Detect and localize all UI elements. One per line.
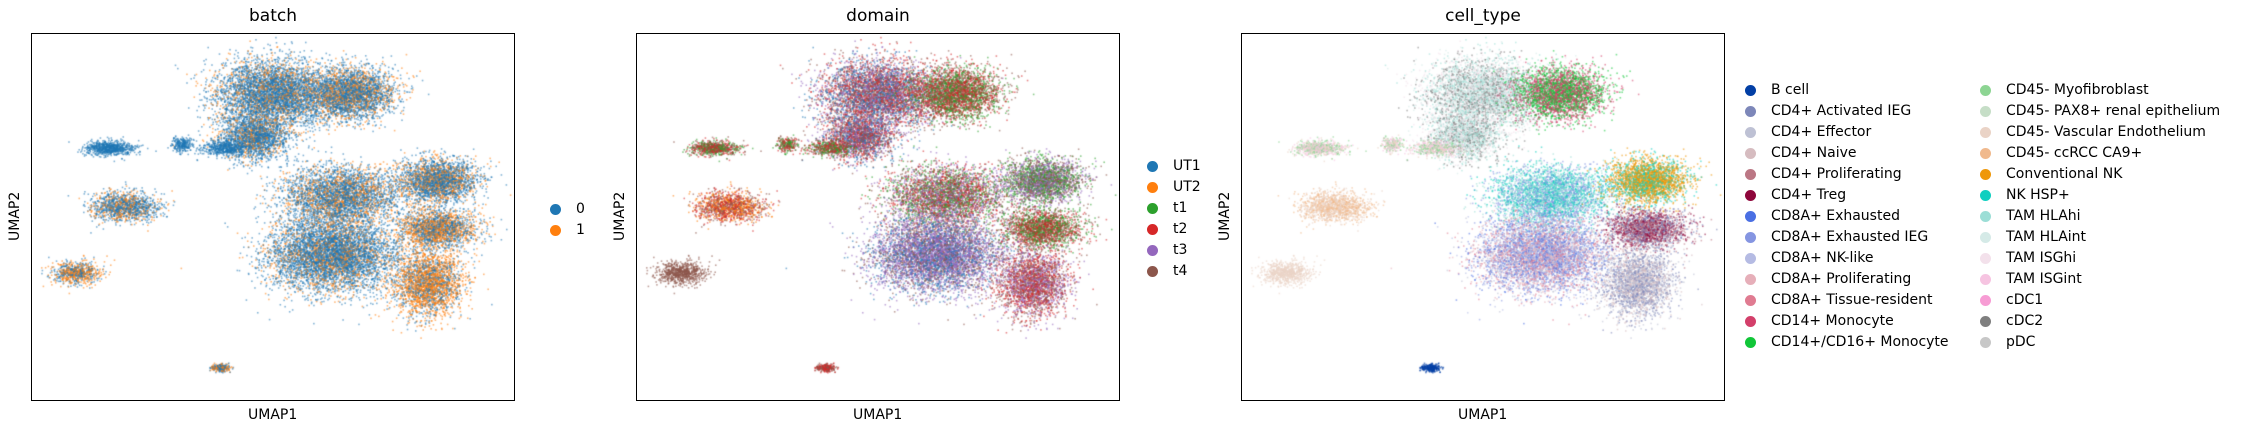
legend-label: TAM HLAhi — [2006, 208, 2081, 224]
scatter-points — [1242, 34, 1724, 400]
legend-label: pDC — [2006, 334, 2036, 350]
x-axis-label: UMAP1 — [853, 407, 903, 423]
legend-marker — [1147, 245, 1158, 256]
panel-title: domain — [846, 6, 910, 26]
legend-label: UT1 — [1173, 158, 1201, 174]
legend-label: t2 — [1173, 221, 1188, 237]
legend-label: t3 — [1173, 242, 1188, 258]
panel-title: cell_type — [1445, 6, 1521, 26]
legend-marker — [1745, 232, 1756, 243]
legend-marker — [1745, 295, 1756, 306]
y-axis-label: UMAP2 — [1217, 191, 1233, 241]
legend-label: TAM HLAint — [2006, 229, 2087, 245]
plot-frame — [31, 33, 515, 401]
legend-marker — [1745, 85, 1756, 96]
legend-label: UT2 — [1173, 179, 1201, 195]
legend-marker — [1745, 316, 1756, 327]
legend-label: CD14+ Monocyte — [1771, 313, 1894, 329]
legend-label: CD8A+ NK-like — [1771, 250, 1874, 266]
legend-marker — [1745, 253, 1756, 264]
legend-label: CD4+ Proliferating — [1771, 166, 1902, 182]
legend-label: CD4+ Treg — [1771, 187, 1847, 203]
legend-marker — [1745, 106, 1756, 117]
legend-marker — [1980, 316, 1991, 327]
legend-marker — [1147, 224, 1158, 235]
legend-marker — [1745, 337, 1756, 348]
legend-label: cDC1 — [2006, 292, 2044, 308]
legend-label: TAM ISGint — [2006, 271, 2082, 287]
legend-marker — [1745, 211, 1756, 222]
scatter-points — [637, 34, 1119, 400]
legend-label: t1 — [1173, 200, 1188, 216]
legend-label: CD4+ Activated IEG — [1771, 103, 1912, 119]
legend-label: B cell — [1771, 82, 1810, 98]
panel-title: batch — [249, 6, 297, 26]
legend-label: NK HSP+ — [2006, 187, 2070, 203]
legend-label: CD45- Myofibroblast — [2006, 82, 2149, 98]
legend-label: CD8A+ Exhausted — [1771, 208, 1900, 224]
plot-frame — [1241, 33, 1725, 401]
legend-marker — [1980, 190, 1991, 201]
legend-label: 1 — [576, 222, 585, 238]
legend-marker — [1980, 211, 1991, 222]
legend-marker — [1980, 169, 1991, 180]
legend-marker — [1980, 148, 1991, 159]
legend-label: CD45- Vascular Endothelium — [2006, 124, 2206, 140]
y-axis-label: UMAP2 — [612, 191, 628, 241]
legend-marker — [1745, 274, 1756, 285]
legend-marker — [1980, 106, 1991, 117]
legend-marker — [1980, 127, 1991, 138]
legend-marker — [1745, 169, 1756, 180]
legend-marker — [1980, 232, 1991, 243]
legend-label: CD14+/CD16+ Monocyte — [1771, 334, 1949, 350]
legend-label: TAM ISGhi — [2006, 250, 2077, 266]
legend-marker — [1147, 203, 1158, 214]
legend-marker — [1980, 337, 1991, 348]
legend-marker — [550, 225, 561, 236]
legend-label: cDC2 — [2006, 313, 2044, 329]
legend-marker — [1745, 127, 1756, 138]
legend-label: CD45- PAX8+ renal epithelium — [2006, 103, 2221, 119]
legend-label: CD8A+ Exhausted IEG — [1771, 229, 1929, 245]
legend-marker — [1980, 253, 1991, 264]
legend-marker — [1147, 182, 1158, 193]
legend-marker — [1147, 161, 1158, 172]
x-axis-label: UMAP1 — [1458, 407, 1508, 423]
legend-label: CD45- ccRCC CA9+ — [2006, 145, 2143, 161]
legend-marker — [1147, 266, 1158, 277]
legend-label: CD4+ Effector — [1771, 124, 1872, 140]
legend-label: 0 — [576, 201, 585, 217]
x-axis-label: UMAP1 — [248, 407, 298, 423]
legend-label: CD8A+ Tissue-resident — [1771, 292, 1933, 308]
legend-label: CD8A+ Proliferating — [1771, 271, 1912, 287]
legend-label: CD4+ Naive — [1771, 145, 1857, 161]
legend-label: Conventional NK — [2006, 166, 2123, 182]
y-axis-label: UMAP2 — [7, 191, 23, 241]
legend-marker — [1745, 148, 1756, 159]
legend-marker — [1980, 295, 1991, 306]
legend-label: t4 — [1173, 263, 1188, 279]
legend-marker — [1980, 274, 1991, 285]
scatter-points — [32, 34, 514, 400]
legend-marker — [550, 204, 561, 215]
legend-marker — [1980, 85, 1991, 96]
plot-frame — [636, 33, 1120, 401]
legend-marker — [1745, 190, 1756, 201]
